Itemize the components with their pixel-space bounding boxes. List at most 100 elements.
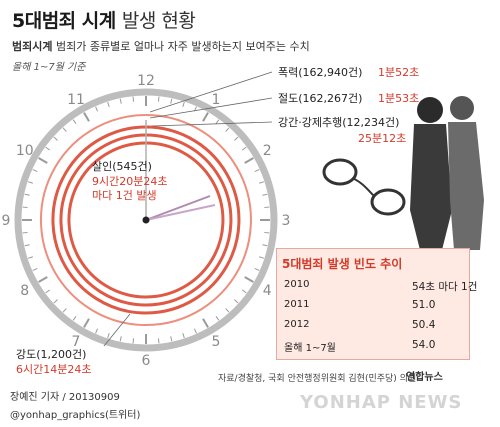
clock-tick — [95, 328, 99, 334]
clock-tick — [170, 336, 173, 342]
clock-number: 11 — [67, 92, 85, 108]
clock-tick — [225, 127, 230, 132]
leader-robbery — [103, 313, 131, 347]
arrest-illustration-icon — [410, 96, 484, 258]
clock-tick — [202, 318, 209, 328]
clock-hand-2 — [145, 204, 216, 221]
source-note: 자료/경찰청, 국회 안전행정위원회 김현(민주당) 의원 — [218, 374, 417, 384]
clock-number: 7 — [72, 334, 81, 350]
clock-tick — [119, 98, 122, 104]
clock-tick — [157, 338, 160, 344]
interval-assault: 1분52초 — [378, 66, 420, 79]
twitter-handle: @yonhap_graphics(트위터) — [10, 410, 141, 421]
page-title: 5대범죄 시계 발생 현황 — [12, 6, 196, 33]
clock-tick — [202, 112, 209, 122]
clock-hand-1 — [145, 195, 211, 221]
arc-theft — [59, 133, 233, 307]
clock-tick — [119, 336, 122, 342]
label-robbery: 강도(1,200건) — [16, 348, 87, 361]
clock-number: 1 — [212, 92, 221, 108]
interval-murder-1: 9시간20분24초 — [92, 175, 168, 188]
yonhap-logo: 연합뉴스 — [406, 372, 443, 383]
clock-tick — [27, 256, 33, 259]
clock-tick — [22, 231, 28, 234]
clock-tick — [53, 299, 58, 304]
clock-number: 12 — [137, 73, 155, 89]
clock-tick — [132, 96, 135, 102]
label-assault: 폭력(162,940건) — [278, 66, 363, 79]
clock-tick — [107, 101, 110, 107]
clock-tick — [107, 333, 110, 339]
clock-tick — [244, 276, 254, 283]
clock-tick — [27, 181, 33, 184]
clock-tick — [262, 193, 268, 196]
clock-number: 3 — [282, 213, 291, 229]
clock-tick — [83, 318, 90, 328]
label-theft: 절도(162,267건) — [278, 92, 363, 105]
clock-tick — [241, 146, 247, 151]
clock-tick — [182, 101, 185, 107]
clock-number: 5 — [212, 334, 221, 350]
clock-tick — [254, 267, 260, 271]
handcuffs-icon — [322, 158, 406, 216]
clock-tick — [24, 193, 30, 196]
frequency-year: 2012 — [284, 319, 310, 330]
clock-tick — [32, 169, 38, 173]
clock-tick — [83, 112, 90, 122]
leader-theft — [149, 97, 273, 119]
label-rape: 강간·강제추행(12,234건) — [278, 116, 400, 129]
interval-robbery: 6시간14분24초 — [16, 363, 92, 376]
clock-tick — [234, 299, 239, 304]
arc-robbery — [40, 114, 252, 326]
clock-face-ring — [14, 88, 278, 352]
subtitle-bold: 범죄시계 — [12, 40, 53, 53]
frequency-year: 올해 1~7월 — [284, 343, 336, 354]
clock-tick — [157, 96, 160, 102]
clock-tick — [264, 231, 270, 234]
clock-tick — [38, 276, 48, 283]
clock-center — [142, 216, 150, 224]
clock-number: 10 — [16, 143, 34, 159]
clock-tick — [215, 119, 220, 125]
clock-tick — [24, 244, 30, 247]
frequency-value: 50.4 — [412, 319, 436, 331]
clock-tick — [241, 289, 247, 294]
clock-tick — [182, 333, 185, 339]
clock-tick — [62, 127, 67, 132]
frequency-title: 5대범죄 발생 빈도 추이 — [282, 257, 403, 271]
clock-tick — [72, 315, 77, 321]
frequency-value: 54초 마다 1건 — [412, 281, 478, 293]
clock-tick — [262, 244, 268, 247]
leader-rape — [151, 121, 273, 127]
clock-tick — [22, 206, 28, 209]
frequency-value: 51.0 — [412, 299, 436, 311]
clock-tick — [32, 267, 38, 271]
reporter-credit: 장예진 기자 / 20130909 — [10, 392, 120, 403]
frequency-year: 2011 — [284, 299, 310, 310]
clock-tick — [132, 338, 135, 344]
clock-tick — [264, 206, 270, 209]
frequency-value: 54.0 — [412, 339, 436, 351]
clock-number: 2 — [263, 143, 272, 159]
clock-tick — [244, 157, 254, 164]
interval-theft: 1분53초 — [378, 92, 420, 105]
clock-tick — [45, 289, 51, 294]
clock-tick — [234, 136, 239, 141]
leader-assault — [149, 71, 273, 113]
clock-tick — [225, 308, 230, 313]
interval-murder-2: 마다 1건 발생 — [92, 189, 157, 202]
clock-tick — [53, 136, 58, 141]
clock-tick — [62, 308, 67, 313]
arc-assault — [51, 125, 241, 315]
title-light: 발생 현황 — [121, 10, 196, 32]
clock-tick — [259, 181, 265, 184]
frequency-box — [276, 248, 470, 360]
crime-arcs — [40, 114, 252, 326]
title-bold: 5대범죄 시계 — [12, 10, 116, 32]
clock-tick — [215, 315, 220, 321]
period-note: 올해 1~7월 기준 — [12, 62, 86, 73]
clock-number: 4 — [263, 283, 272, 299]
arc-rape — [67, 141, 225, 299]
clock-number: 9 — [2, 213, 11, 229]
